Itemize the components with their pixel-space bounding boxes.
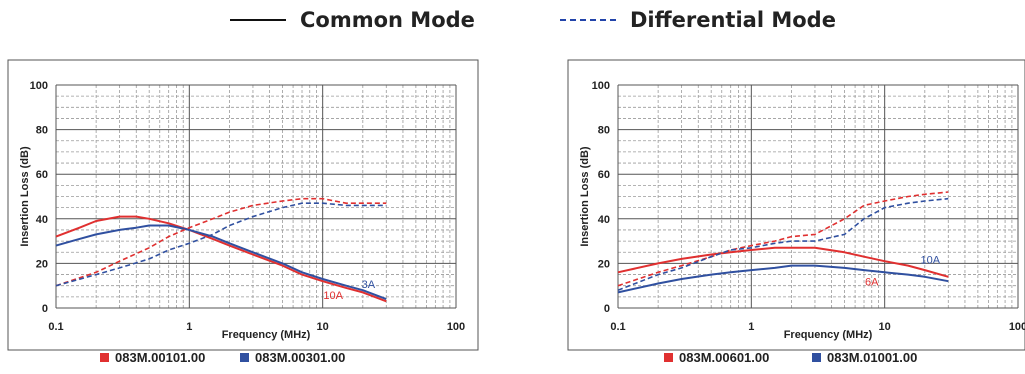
x-tick-label: 0.1 <box>48 321 63 333</box>
legend-swatch <box>100 353 109 362</box>
chart-1: 0 20 40 60 80 100 0.1 1 10 100 Frequency (MHz) Inse… <box>7 59 479 365</box>
chart-2: 0 20 40 60 80 100 0.1 1 10 100 Frequency (MHz) Inse… <box>567 59 1025 365</box>
x-axis-label: Frequency (MHz) <box>784 329 873 341</box>
y-tick-label: 20 <box>36 258 48 270</box>
y-tick-label: 100 <box>592 80 610 92</box>
current-rating-annotation: 10A <box>323 290 343 302</box>
solid-line-swatch <box>230 19 286 21</box>
y-tick-label: 60 <box>598 169 610 181</box>
y-tick-label: 80 <box>598 125 610 137</box>
common-mode-line-083M-00101-00 <box>55 215 387 303</box>
differential-mode-line-083M-00301-00 <box>55 202 387 287</box>
y-tick-label: 20 <box>598 258 610 270</box>
differential-mode-label: Differential Mode <box>630 8 836 32</box>
legend-label: 083M.00301.00 <box>255 350 345 365</box>
legend-swatch <box>664 353 673 362</box>
current-rating-annotation: 10A <box>921 254 941 266</box>
dashed-line-swatch <box>560 19 616 21</box>
legend-label: 083M.01001.00 <box>827 350 917 365</box>
y-tick-label: 0 <box>604 303 610 315</box>
y-tick-label: 100 <box>30 80 48 92</box>
x-axis-label: Frequency (MHz) <box>222 329 311 341</box>
common-mode-legend-item: Common Mode <box>230 6 475 34</box>
common-mode-line-083M-00301-00 <box>55 224 387 301</box>
current-rating-annotation: 3A <box>362 279 376 291</box>
differential-mode-legend-item: Differential Mode <box>560 6 836 34</box>
chart-frame <box>567 59 1025 351</box>
legend-label: 083M.00601.00 <box>679 350 769 365</box>
x-tick-label: 0.1 <box>610 321 625 333</box>
x-tick-label: 1 <box>748 321 754 333</box>
legend-label: 083M.00101.00 <box>115 350 205 365</box>
current-rating-annotation: 6A <box>865 277 879 289</box>
x-tick-label: 10 <box>879 321 891 333</box>
y-tick-label: 60 <box>36 169 48 181</box>
y-axis-label: Insertion Loss (dB) <box>19 146 31 247</box>
x-tick-label: 100 <box>447 321 465 333</box>
y-tick-label: 0 <box>42 303 48 315</box>
x-tick-label: 10 <box>317 321 329 333</box>
y-tick-label: 80 <box>36 125 48 137</box>
x-tick-label: 100 <box>1009 321 1025 333</box>
y-axis-label: Insertion Loss (dB) <box>579 146 591 247</box>
chart-frame <box>7 59 479 351</box>
common-mode-label: Common Mode <box>300 8 475 32</box>
y-tick-label: 40 <box>36 214 48 226</box>
common-mode-line-083M-00601-00 <box>617 246 949 278</box>
differential-mode-line-083M-00601-00 <box>617 191 949 287</box>
differential-mode-line-083M-01001-00 <box>617 197 949 291</box>
differential-mode-line-083M-00101-00 <box>55 197 387 287</box>
y-tick-label: 40 <box>598 214 610 226</box>
mode-legend: Common Mode Differential Mode <box>0 0 1025 44</box>
x-tick-label: 1 <box>186 321 192 333</box>
legend-swatch <box>812 353 821 362</box>
common-mode-line-083M-01001-00 <box>617 264 949 294</box>
legend-swatch <box>240 353 249 362</box>
